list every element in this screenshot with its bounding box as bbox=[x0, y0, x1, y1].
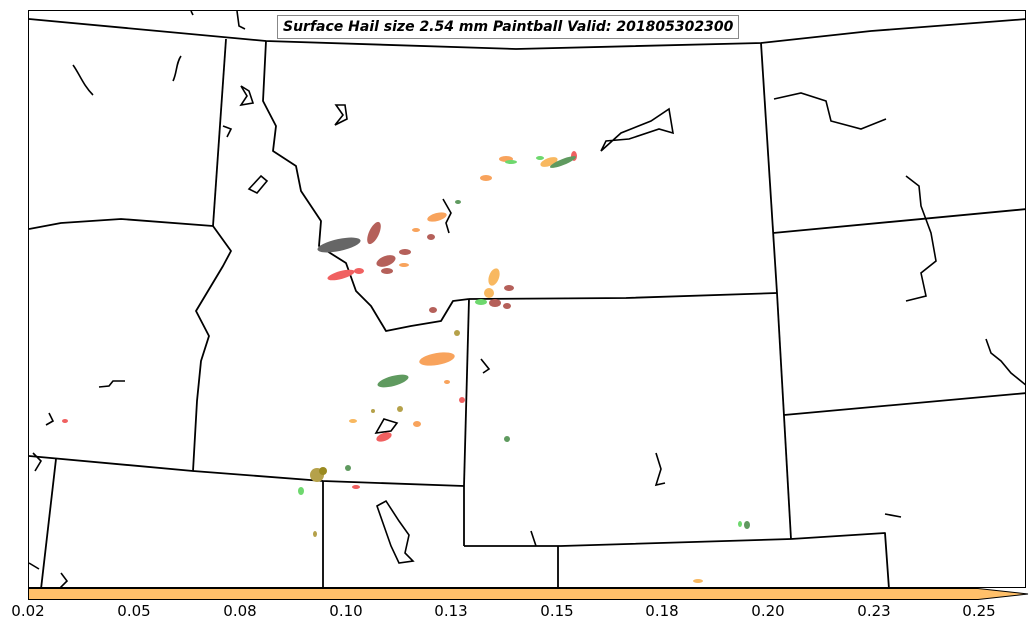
colorbar-tick-label: 0.18 bbox=[645, 602, 679, 620]
border-mt-nd bbox=[760, 42, 778, 294]
colorbar-tick-label: 0.15 bbox=[540, 602, 574, 620]
colorbar-tick-label: 0.02 bbox=[11, 602, 45, 620]
border-mt-wy bbox=[468, 292, 778, 300]
map-panel bbox=[28, 10, 1026, 588]
colorbar-tick-label: 0.20 bbox=[751, 602, 785, 620]
state-boundaries bbox=[29, 18, 1025, 587]
border-wy-co-ut bbox=[464, 538, 792, 547]
border-wa-or bbox=[29, 218, 214, 230]
colorbar-tick-label: 0.05 bbox=[117, 602, 151, 620]
colorbar-tick-label: 0.10 bbox=[329, 602, 363, 620]
border-wy-sd-ne bbox=[776, 292, 792, 540]
colorbar-tick-label: 0.25 bbox=[962, 602, 996, 620]
colorbar-tick-label: 0.08 bbox=[223, 602, 257, 620]
border-sd-ne bbox=[783, 392, 1025, 416]
border-id-wy bbox=[463, 298, 470, 487]
canada-border-line bbox=[29, 18, 1025, 50]
border-nd-sd bbox=[772, 208, 1025, 234]
border-id-or bbox=[192, 225, 232, 472]
border-co-ne-ks bbox=[790, 532, 890, 587]
colorbar-tick-label: 0.13 bbox=[434, 602, 468, 620]
border-id-mt bbox=[262, 40, 470, 332]
hail-paintball-swaths bbox=[62, 151, 750, 583]
border-ca-nv bbox=[40, 458, 57, 587]
colorbar-tick-label: 0.23 bbox=[857, 602, 891, 620]
border-wa-id bbox=[212, 38, 227, 227]
colorbar-fill bbox=[28, 588, 1029, 600]
map-title: Surface Hail size 2.54 mm Paintball Vali… bbox=[277, 15, 740, 39]
colorbar bbox=[28, 588, 1029, 600]
lakes-rivers bbox=[29, 11, 1025, 587]
border-id-nv-ut bbox=[29, 455, 465, 487]
map-canvas bbox=[29, 11, 1025, 587]
